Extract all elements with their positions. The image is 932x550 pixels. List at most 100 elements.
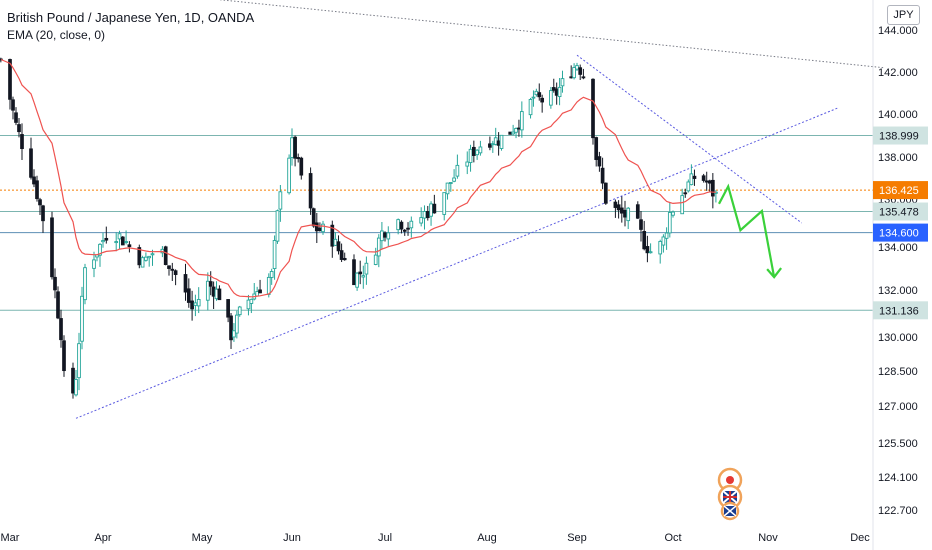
candle[interactable] xyxy=(183,263,188,301)
candle[interactable] xyxy=(318,222,322,232)
candle[interactable] xyxy=(77,332,81,391)
candle[interactable] xyxy=(120,235,125,246)
candle[interactable] xyxy=(83,263,87,305)
candle[interactable] xyxy=(519,101,524,138)
candle[interactable] xyxy=(11,96,15,120)
candle[interactable] xyxy=(639,211,643,242)
candle[interactable] xyxy=(661,234,666,253)
candle[interactable] xyxy=(531,90,536,107)
candle[interactable] xyxy=(465,151,470,175)
candle[interactable] xyxy=(217,285,222,301)
candle[interactable] xyxy=(452,169,456,183)
candle[interactable] xyxy=(701,173,706,183)
candle[interactable] xyxy=(475,149,479,160)
candle[interactable] xyxy=(333,232,338,247)
candle[interactable] xyxy=(62,335,66,377)
candle[interactable] xyxy=(186,278,191,308)
candle[interactable] xyxy=(140,255,145,268)
candle[interactable] xyxy=(53,268,57,299)
candle[interactable] xyxy=(290,128,294,166)
candle[interactable] xyxy=(419,207,424,227)
trend-line[interactable] xyxy=(126,0,885,69)
candle[interactable] xyxy=(626,206,631,230)
candle[interactable] xyxy=(114,232,119,252)
candle[interactable] xyxy=(127,241,132,253)
candle[interactable] xyxy=(409,216,414,238)
candle[interactable] xyxy=(80,286,84,350)
candle[interactable] xyxy=(92,251,96,278)
candle[interactable] xyxy=(117,230,122,250)
candle[interactable] xyxy=(425,205,430,221)
candle[interactable] xyxy=(137,244,142,269)
candle[interactable] xyxy=(342,252,347,261)
candle[interactable] xyxy=(686,179,691,193)
candle[interactable] xyxy=(373,247,378,266)
candle[interactable] xyxy=(190,290,194,321)
candle[interactable] xyxy=(648,243,653,254)
candle[interactable] xyxy=(619,196,624,223)
candle[interactable] xyxy=(17,117,21,138)
candle[interactable] xyxy=(74,370,78,397)
candle[interactable] xyxy=(124,230,128,245)
candle[interactable] xyxy=(287,154,291,195)
candle[interactable] xyxy=(623,200,627,227)
candle[interactable] xyxy=(269,268,274,285)
candle[interactable] xyxy=(196,287,201,314)
candle[interactable] xyxy=(193,294,198,317)
candle[interactable] xyxy=(689,164,694,186)
candle[interactable] xyxy=(478,140,483,156)
candle[interactable] xyxy=(493,127,498,146)
candle[interactable] xyxy=(208,271,213,296)
candle[interactable] xyxy=(308,167,313,215)
candle[interactable] xyxy=(560,70,565,93)
candle[interactable] xyxy=(173,269,178,286)
candle[interactable] xyxy=(95,254,99,262)
candle[interactable] xyxy=(361,265,366,289)
candle[interactable] xyxy=(205,272,210,311)
candle[interactable] xyxy=(352,254,356,286)
candle[interactable] xyxy=(50,211,54,280)
candle[interactable] xyxy=(683,188,688,198)
candle[interactable] xyxy=(432,194,437,214)
candle[interactable] xyxy=(597,151,602,172)
candle[interactable] xyxy=(517,119,521,137)
candle[interactable] xyxy=(104,226,109,244)
candle[interactable] xyxy=(600,157,605,190)
candle[interactable] xyxy=(603,182,608,205)
candle[interactable] xyxy=(29,137,33,180)
candle[interactable] xyxy=(557,78,562,106)
candle[interactable] xyxy=(272,235,277,280)
candle[interactable] xyxy=(508,131,513,135)
candle[interactable] xyxy=(534,88,539,97)
candle[interactable] xyxy=(455,154,460,179)
candle[interactable] xyxy=(20,123,24,160)
candle[interactable] xyxy=(680,188,685,215)
candle[interactable] xyxy=(234,310,239,339)
candle[interactable] xyxy=(528,97,533,119)
candle[interactable] xyxy=(330,220,335,258)
candle[interactable] xyxy=(488,136,492,151)
candle[interactable] xyxy=(232,323,236,342)
candle[interactable] xyxy=(549,86,553,109)
candle[interactable] xyxy=(591,78,595,145)
candle[interactable] xyxy=(406,222,410,236)
candle[interactable] xyxy=(645,235,650,263)
candle[interactable] xyxy=(581,68,586,80)
candle[interactable] xyxy=(296,153,301,163)
candle[interactable] xyxy=(692,169,697,186)
candle[interactable] xyxy=(445,182,450,200)
candle[interactable] xyxy=(710,173,715,209)
candle[interactable] xyxy=(616,200,621,219)
candle[interactable] xyxy=(293,135,297,167)
candle[interactable] xyxy=(551,78,556,93)
candle[interactable] xyxy=(214,281,219,301)
candle[interactable] xyxy=(572,63,576,80)
candle[interactable] xyxy=(59,309,63,348)
candle[interactable] xyxy=(38,197,42,216)
candle[interactable] xyxy=(569,65,574,79)
candle[interactable] xyxy=(258,279,262,294)
candle[interactable] xyxy=(336,235,341,255)
candle[interactable] xyxy=(442,192,447,221)
candle[interactable] xyxy=(448,182,453,192)
